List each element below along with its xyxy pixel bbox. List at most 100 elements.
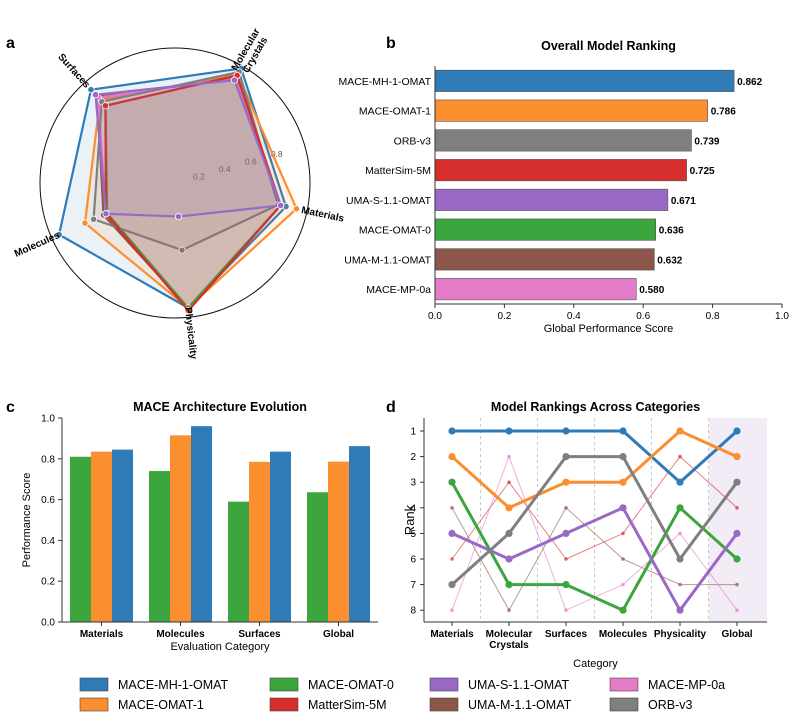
rank-point-uma-s-1-1-omat xyxy=(619,504,627,512)
x-tick-label: 0.2 xyxy=(497,311,511,322)
bar-mace-omat-0 xyxy=(228,501,249,622)
rank-point-orb-v3 xyxy=(505,529,513,538)
bar-orb-v3 xyxy=(434,129,692,152)
rank-line-mace-mh-1-omat xyxy=(452,429,739,484)
rank-point-mattersim-5m xyxy=(450,557,454,561)
legend-label-uma-m-1-1-omat: UMA-M-1.1-OMAT xyxy=(468,698,572,712)
radar-chart-panel: 0.2 0.4 0.6 0.8 Materials MolecularCrystals Su… xyxy=(13,26,346,360)
bar-mace-omat-0 xyxy=(307,492,328,622)
radar-outer-circle xyxy=(39,47,311,319)
legend-swatch-uma-s-1-1-omat xyxy=(429,677,459,692)
bar-value-label: 0.862 xyxy=(737,77,762,88)
rank-point-mace-mp-0a xyxy=(678,531,682,536)
bar-mace-omat-1 xyxy=(328,461,349,622)
rank-point-mace-omat-1 xyxy=(619,478,627,486)
rank-point-uma-m-1-1-omat xyxy=(450,506,454,510)
bar-uma-m-1-1-omat xyxy=(434,248,655,271)
rank-point-mace-omat-1 xyxy=(448,453,456,461)
rank-point-mattersim-5m xyxy=(735,506,739,510)
radar-point-uma-s-1-1-omat xyxy=(102,210,110,218)
rank-point-mace-omat-0 xyxy=(562,581,570,589)
y-tick-label: 4 xyxy=(410,503,416,514)
chart-title: MACE Architecture Evolution xyxy=(133,400,307,414)
y-tick-label: 7 xyxy=(410,580,416,591)
bar-category-label: MatterSim-5M xyxy=(365,165,431,177)
radar-point-uma-s-1-1-omat xyxy=(174,212,183,221)
radar-point-uma-s-1-1-omat xyxy=(91,91,100,99)
bar-value-label: 0.725 xyxy=(690,166,715,177)
radar-axis-label-surfaces: Surfaces xyxy=(56,52,93,91)
radar-point-orb-v3 xyxy=(178,246,186,254)
rank-line-mace-omat-0 xyxy=(450,481,739,612)
radar-axis-label-molecular-crystals: MolecularCrystals xyxy=(229,26,271,78)
x-tick-label-surfaces: Surfaces xyxy=(545,629,588,640)
rank-point-mace-omat-1 xyxy=(562,478,570,486)
rank-point-mace-mh-1-omat xyxy=(448,427,456,435)
rank-line-mattersim-5m xyxy=(451,456,738,560)
bar-value-label: 0.671 xyxy=(671,196,696,207)
rank-point-mattersim-5m xyxy=(678,454,682,459)
bar-mace-omat-1 xyxy=(434,99,709,122)
bar-uma-s-1-1-omat xyxy=(434,188,669,211)
panel-letter-d: d xyxy=(386,399,396,416)
bar-category-label: UMA-S-1.1-OMAT xyxy=(346,195,432,207)
rank-point-mace-mh-1-omat xyxy=(505,427,513,435)
radar-point-orb-v3 xyxy=(90,215,98,223)
y-tick-label: 5 xyxy=(410,529,416,540)
x-tick-label: 0.6 xyxy=(636,311,650,322)
x-tick-label: 0.8 xyxy=(706,311,720,322)
bar-category-label: MACE-MP-0a xyxy=(366,284,431,296)
bar-mace-omat-0 xyxy=(149,471,170,622)
x-axis-title: Global Performance Score xyxy=(544,323,674,335)
rank-line-uma-m-1-1-omat xyxy=(451,507,737,611)
y-tick-label: 0.0 xyxy=(41,618,55,629)
legend-label-mace-omat-0: MACE-OMAT-0 xyxy=(308,678,394,692)
rank-point-mace-mp-0a xyxy=(621,582,625,587)
rank-point-mace-mh-1-omat xyxy=(733,427,741,435)
rank-point-mace-mh-1-omat xyxy=(676,478,684,486)
rank-point-mace-omat-0 xyxy=(448,478,456,486)
radar-rtick-label: 0.4 xyxy=(219,164,231,174)
y-tick-label: 0.6 xyxy=(41,495,55,506)
x-tick-label: Materials xyxy=(80,629,124,640)
radar-point-uma-s-1-1-omat xyxy=(230,76,238,84)
rank-point-orb-v3 xyxy=(619,453,627,461)
x-tick-label: Global xyxy=(323,629,354,640)
bar-mattersim-5m xyxy=(434,159,687,182)
rank-point-mace-mp-0a xyxy=(507,454,511,459)
y-axis-title: Performance Score xyxy=(21,473,33,568)
y-axis-title: Rank xyxy=(402,504,417,535)
rank-point-mace-mp-0a xyxy=(735,608,739,612)
bar-value-label: 0.739 xyxy=(694,136,719,147)
rank-point-uma-m-1-1-omat xyxy=(507,608,511,612)
legend-label-mace-mh-1-omat: MACE-MH-1-OMAT xyxy=(118,678,229,692)
legend-label-uma-s-1-1-omat: UMA-S-1.1-OMAT xyxy=(468,678,570,692)
x-tick-label: 1.0 xyxy=(775,311,789,322)
x-tick-label-molecular-crystals: Molecular Crystals xyxy=(486,629,533,651)
legend-swatch-mattersim-5m xyxy=(269,697,299,712)
rank-point-mace-omat-0 xyxy=(619,606,627,614)
legend-label-mace-omat-1: MACE-OMAT-1 xyxy=(118,698,204,712)
bar-category-label: MACE-OMAT-0 xyxy=(359,225,431,237)
rank-point-mace-omat-0 xyxy=(733,555,741,563)
y-tick-label: 0.4 xyxy=(41,536,55,547)
bar-value-label: 0.580 xyxy=(639,285,664,296)
bar-category-label: MACE-OMAT-1 xyxy=(359,106,431,118)
panel-letter-a: a xyxy=(6,35,15,52)
mace-evolution-chart-panel: MACE Architecture Evolution Materials Mole… xyxy=(21,400,378,653)
legend-swatch-mace-omat-1 xyxy=(79,697,109,712)
rank-point-mace-omat-1 xyxy=(676,427,684,435)
rank-point-uma-s-1-1-omat xyxy=(562,529,570,538)
bar-value-label: 0.636 xyxy=(659,226,684,237)
x-axis-title: Category xyxy=(573,658,618,670)
radar-point-uma-s-1-1-omat xyxy=(277,201,285,210)
y-tick-label: 8 xyxy=(410,606,416,617)
legend-swatch-mace-mp-0a xyxy=(609,677,639,692)
bar-mace-mh-1-omat xyxy=(349,446,370,622)
rank-point-mace-mh-1-omat xyxy=(562,427,570,435)
rank-point-uma-s-1-1-omat xyxy=(676,606,684,614)
bar-category-label: ORB-v3 xyxy=(394,135,432,147)
rank-point-uma-s-1-1-omat xyxy=(733,529,741,538)
figure-legend: MACE-MH-1-OMAT MACE-OMAT-1 MACE-OMAT-0 Matt… xyxy=(79,677,725,712)
y-tick-label: 1.0 xyxy=(41,414,55,425)
